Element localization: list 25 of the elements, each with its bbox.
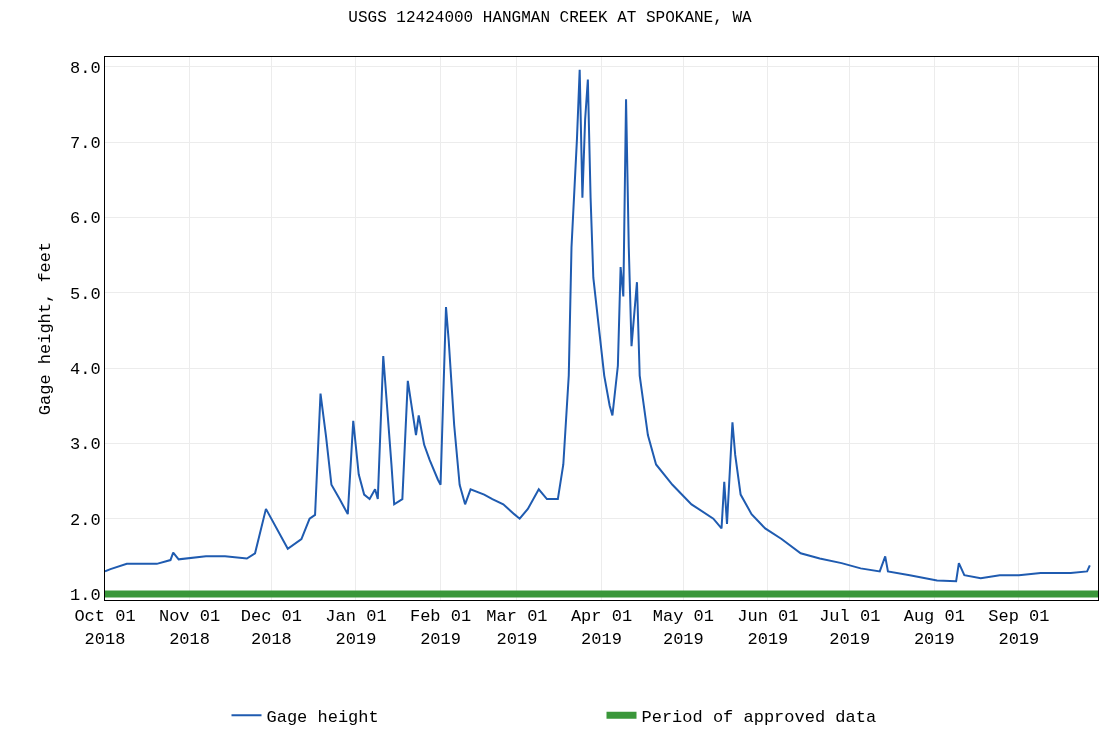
x-tick-label: Dec 01 2018 <box>240 607 303 649</box>
x-tick-label: Jul 01 2019 <box>819 607 881 649</box>
legend-label: Gage height <box>266 707 379 727</box>
line-series <box>105 68 1091 583</box>
x-tick-label: Mar 01 2019 <box>486 607 548 649</box>
chart-title: USGS 12424000 HANGMAN CREEK AT SPOKANE, WA <box>348 9 753 28</box>
x-tick-label: Jan 01 2019 <box>325 607 387 649</box>
x-tick-label: Apr 01 2019 <box>570 607 633 649</box>
x-tick-label: Jun 01 2019 <box>737 607 799 649</box>
y-tick-label: 3.0 <box>69 435 101 455</box>
y-tick-label: 6.0 <box>69 209 101 229</box>
y-axis-title: Gage height, feet <box>35 241 55 416</box>
x-tick-label: May 01 2019 <box>652 607 714 649</box>
y-tick-label: 4.0 <box>69 359 101 379</box>
y-tick-label: 8.0 <box>69 58 101 78</box>
x-tick-label: Sep 01 2019 <box>988 607 1050 649</box>
y-tick-label: 2.0 <box>69 510 101 530</box>
y-tick-label: 5.0 <box>69 284 101 304</box>
x-tick-label: Nov 01 2018 <box>158 607 221 649</box>
x-tick-label: Feb 01 2019 <box>409 607 472 649</box>
x-tick-label: Aug 01 2019 <box>903 607 965 649</box>
x-tick-label: Oct 01 2018 <box>74 607 136 649</box>
y-tick-label: 7.0 <box>69 134 101 154</box>
legend-label: Period of approved data <box>641 707 877 727</box>
y-tick-label: 1.0 <box>69 585 101 605</box>
